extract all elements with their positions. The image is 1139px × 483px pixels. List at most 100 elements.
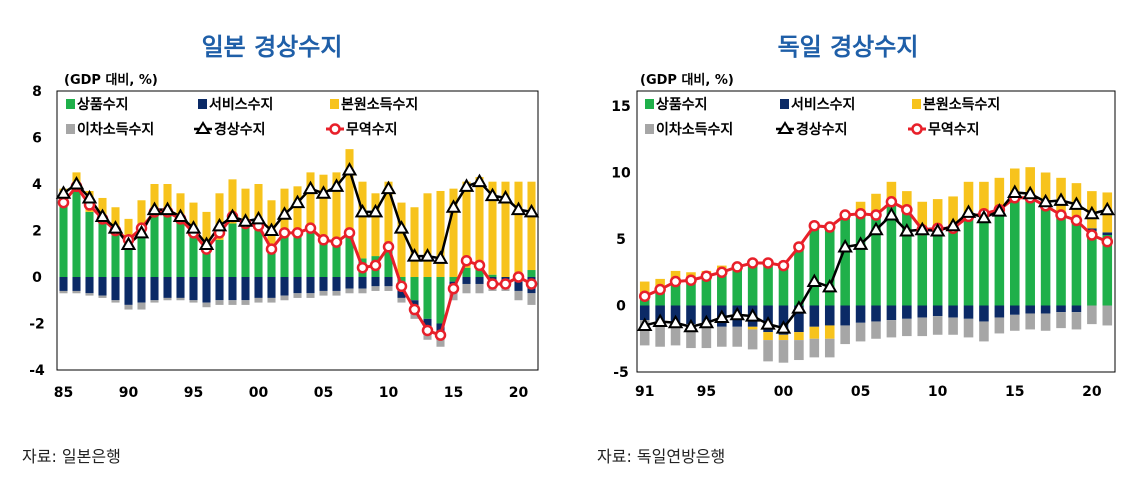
current-account-point xyxy=(976,209,992,224)
bar-goods xyxy=(763,264,773,306)
legend-label: 경상수지 xyxy=(796,121,848,138)
bar-services xyxy=(1025,305,1035,314)
legend-label: 이차소득수지 xyxy=(656,121,733,138)
bar-goods xyxy=(462,267,471,277)
trade-balance-point xyxy=(901,203,913,216)
bar-primary-income xyxy=(871,193,881,216)
bar-goods xyxy=(436,277,445,324)
bar-services xyxy=(514,277,523,291)
current-account-point xyxy=(883,207,900,221)
bar-secondary-income xyxy=(1087,305,1097,325)
x-tick-label: 10 xyxy=(928,384,948,400)
bar-goods xyxy=(319,237,328,277)
bar-goods xyxy=(670,282,681,306)
current-account-point xyxy=(636,317,653,331)
current-account-point xyxy=(523,203,540,218)
trade-balance-point xyxy=(1070,214,1083,227)
bar-secondary-income xyxy=(747,329,758,350)
legend-item-secondary-income: 이차소득수지 xyxy=(645,121,733,138)
bar-goods xyxy=(655,288,665,306)
bar-secondary-income xyxy=(267,297,276,303)
bar-secondary-income xyxy=(932,316,943,335)
current-account-point xyxy=(289,194,306,209)
bar-secondary-income xyxy=(670,322,681,346)
current-account-point xyxy=(497,189,514,204)
bar-primary-income xyxy=(423,193,432,277)
bar-services xyxy=(345,277,354,289)
unit-label: (GDP 대비, %) xyxy=(640,73,734,88)
bar-goods xyxy=(886,205,897,306)
bar-primary-income xyxy=(1040,172,1051,208)
legend-label: 상품수지 xyxy=(656,97,708,113)
bar-secondary-income xyxy=(1102,305,1113,326)
trade-balance-point xyxy=(777,259,790,272)
bar-primary-income xyxy=(293,186,302,231)
bar-goods xyxy=(902,211,912,306)
bar-services xyxy=(1056,305,1066,313)
bar-secondary-income xyxy=(384,286,393,291)
current-account-point xyxy=(250,210,267,225)
bar-services xyxy=(306,277,315,294)
bar-goods xyxy=(686,280,696,306)
bar-secondary-income xyxy=(163,297,172,301)
bar-goods xyxy=(717,272,727,306)
bar-secondary-income xyxy=(124,304,133,310)
bar-secondary-income xyxy=(686,324,696,349)
bar-primary-income xyxy=(410,207,419,277)
trade-balance-point xyxy=(408,303,421,316)
current-account-point xyxy=(458,178,475,192)
bar-goods xyxy=(215,239,224,277)
legend-swatch xyxy=(780,99,789,109)
current-account-point xyxy=(81,189,98,204)
bar-secondary-income xyxy=(137,302,146,310)
bar-services xyxy=(150,277,159,301)
bar-secondary-income xyxy=(436,339,445,347)
bar-goods xyxy=(809,227,820,306)
bar-goods xyxy=(345,232,354,277)
bar-secondary-income xyxy=(176,297,185,301)
current-account-point xyxy=(120,236,137,250)
bar-primary-income xyxy=(932,199,943,228)
bar-secondary-income xyxy=(358,288,367,294)
bar-primary-income xyxy=(397,202,406,277)
bar-primary-income xyxy=(189,202,198,233)
bar-services xyxy=(871,305,881,322)
trade-balance-point xyxy=(499,278,512,290)
trade-balance-point xyxy=(382,241,395,253)
bar-goods xyxy=(202,249,211,277)
y-tick-label: 4 xyxy=(32,177,42,193)
legend-swatch xyxy=(330,99,339,109)
bar-secondary-income xyxy=(855,322,866,342)
bar-secondary-income xyxy=(527,293,536,305)
bar-services xyxy=(917,305,928,318)
bar-goods xyxy=(85,211,94,277)
trade-balance-point xyxy=(57,196,70,209)
bar-goods xyxy=(701,276,712,306)
bar-services xyxy=(963,305,974,319)
bar-services xyxy=(384,277,393,287)
legend-swatch xyxy=(912,99,921,109)
bar-services xyxy=(1040,305,1051,314)
bar-primary-income xyxy=(979,181,989,217)
trade-balance-point xyxy=(731,261,743,273)
bar-goods xyxy=(137,230,146,277)
bar-services xyxy=(809,305,820,327)
trade-balance-point xyxy=(762,257,774,269)
current-account-point xyxy=(1053,192,1069,206)
bar-goods xyxy=(306,225,315,277)
y-tick-label: -5 xyxy=(613,365,629,381)
bar-secondary-income xyxy=(423,335,432,340)
bar-primary-income xyxy=(228,179,237,224)
bar-services xyxy=(639,305,650,321)
legend-swatch xyxy=(645,99,654,109)
current-account-point xyxy=(198,236,215,250)
bar-goods xyxy=(840,216,850,306)
trade-balance-point xyxy=(870,209,882,221)
bar-secondary-income xyxy=(397,297,406,303)
bar-secondary-income xyxy=(948,317,958,335)
bar-services xyxy=(948,305,958,318)
current-account-point xyxy=(929,223,946,237)
x-tick-label: 00 xyxy=(774,384,794,400)
y-tick-label: 2 xyxy=(32,224,42,240)
bar-services xyxy=(794,305,804,333)
